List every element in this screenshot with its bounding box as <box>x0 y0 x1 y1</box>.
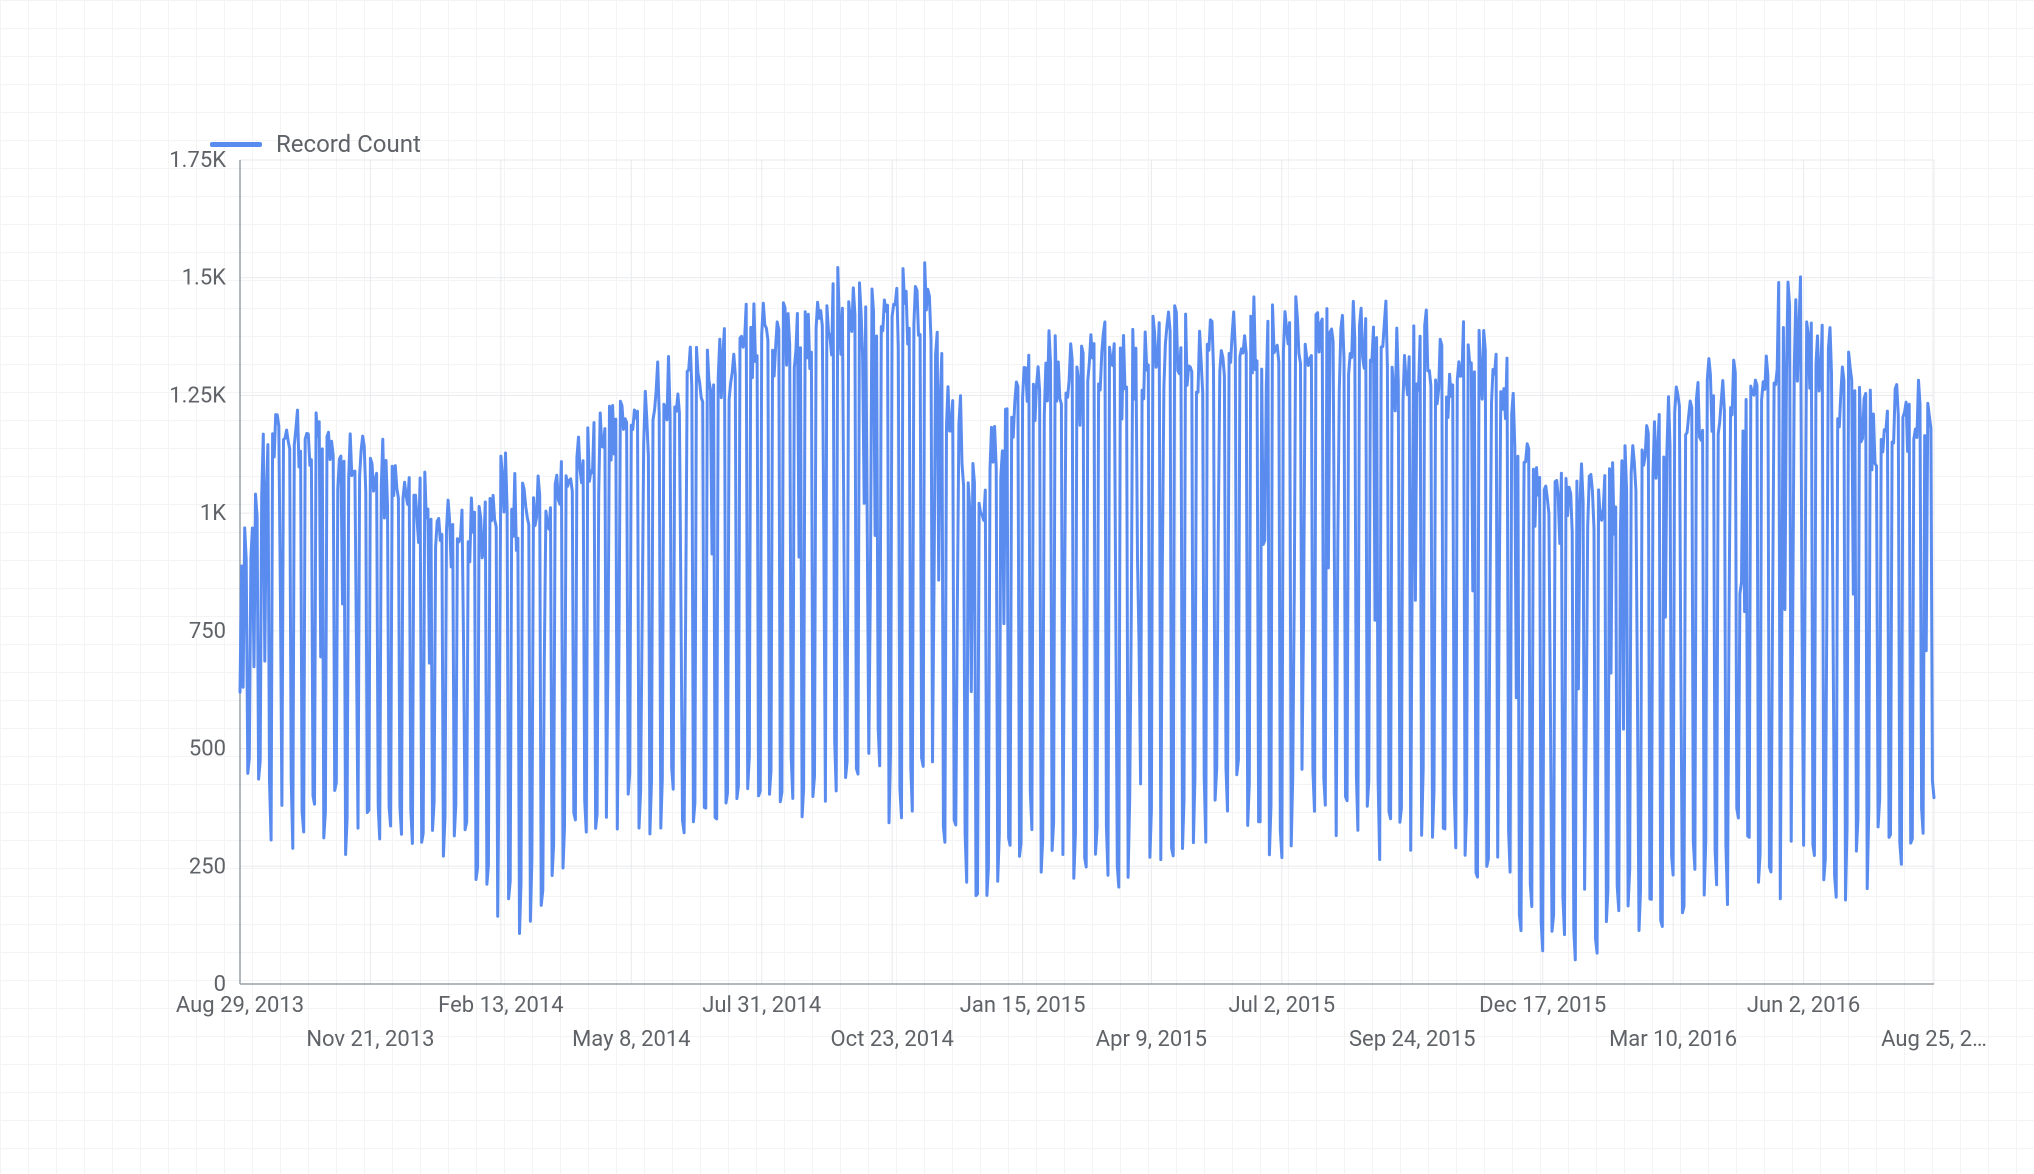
x-axis-tick-label: Mar 10, 2016 <box>1609 1027 1737 1052</box>
x-axis-tick-label: Jan 15, 2015 <box>960 993 1086 1018</box>
x-axis-tick-label: Jul 31, 2014 <box>702 993 821 1018</box>
y-axis-tick-label: 1.5K <box>182 266 227 291</box>
series-line-record-count <box>240 263 1934 960</box>
chart-area: 02505007501K1.25K1.5K1.75KAug 29, 2013No… <box>180 110 1934 984</box>
y-axis-tick-label: 1K <box>200 501 226 526</box>
line-chart: 02505007501K1.25K1.5K1.75KAug 29, 2013No… <box>180 110 1934 984</box>
x-axis-tick-label: Dec 17, 2015 <box>1479 993 1606 1018</box>
x-axis-tick-label: Feb 13, 2014 <box>438 993 563 1018</box>
x-axis-tick-label: Aug 29, 2013 <box>176 993 304 1018</box>
x-axis-tick-label: Aug 25, 2… <box>1881 1027 1987 1052</box>
x-axis-tick-label: Oct 23, 2014 <box>831 1027 954 1052</box>
y-axis-tick-label: 250 <box>189 854 226 879</box>
y-axis-tick-label: 750 <box>189 619 226 644</box>
x-axis-tick-label: Apr 9, 2015 <box>1096 1027 1207 1052</box>
y-axis-tick-label: 500 <box>189 737 226 762</box>
x-axis-tick-label: Jun 2, 2016 <box>1747 993 1860 1018</box>
x-axis-tick-label: Jul 2, 2015 <box>1228 993 1335 1018</box>
x-axis-tick-label: Nov 21, 2013 <box>306 1027 434 1052</box>
y-axis-tick-label: 1.25K <box>169 383 226 408</box>
x-axis-tick-label: May 8, 2014 <box>572 1027 691 1052</box>
x-axis-tick-label: Sep 24, 2015 <box>1349 1027 1476 1052</box>
y-axis-tick-label: 1.75K <box>169 148 226 173</box>
